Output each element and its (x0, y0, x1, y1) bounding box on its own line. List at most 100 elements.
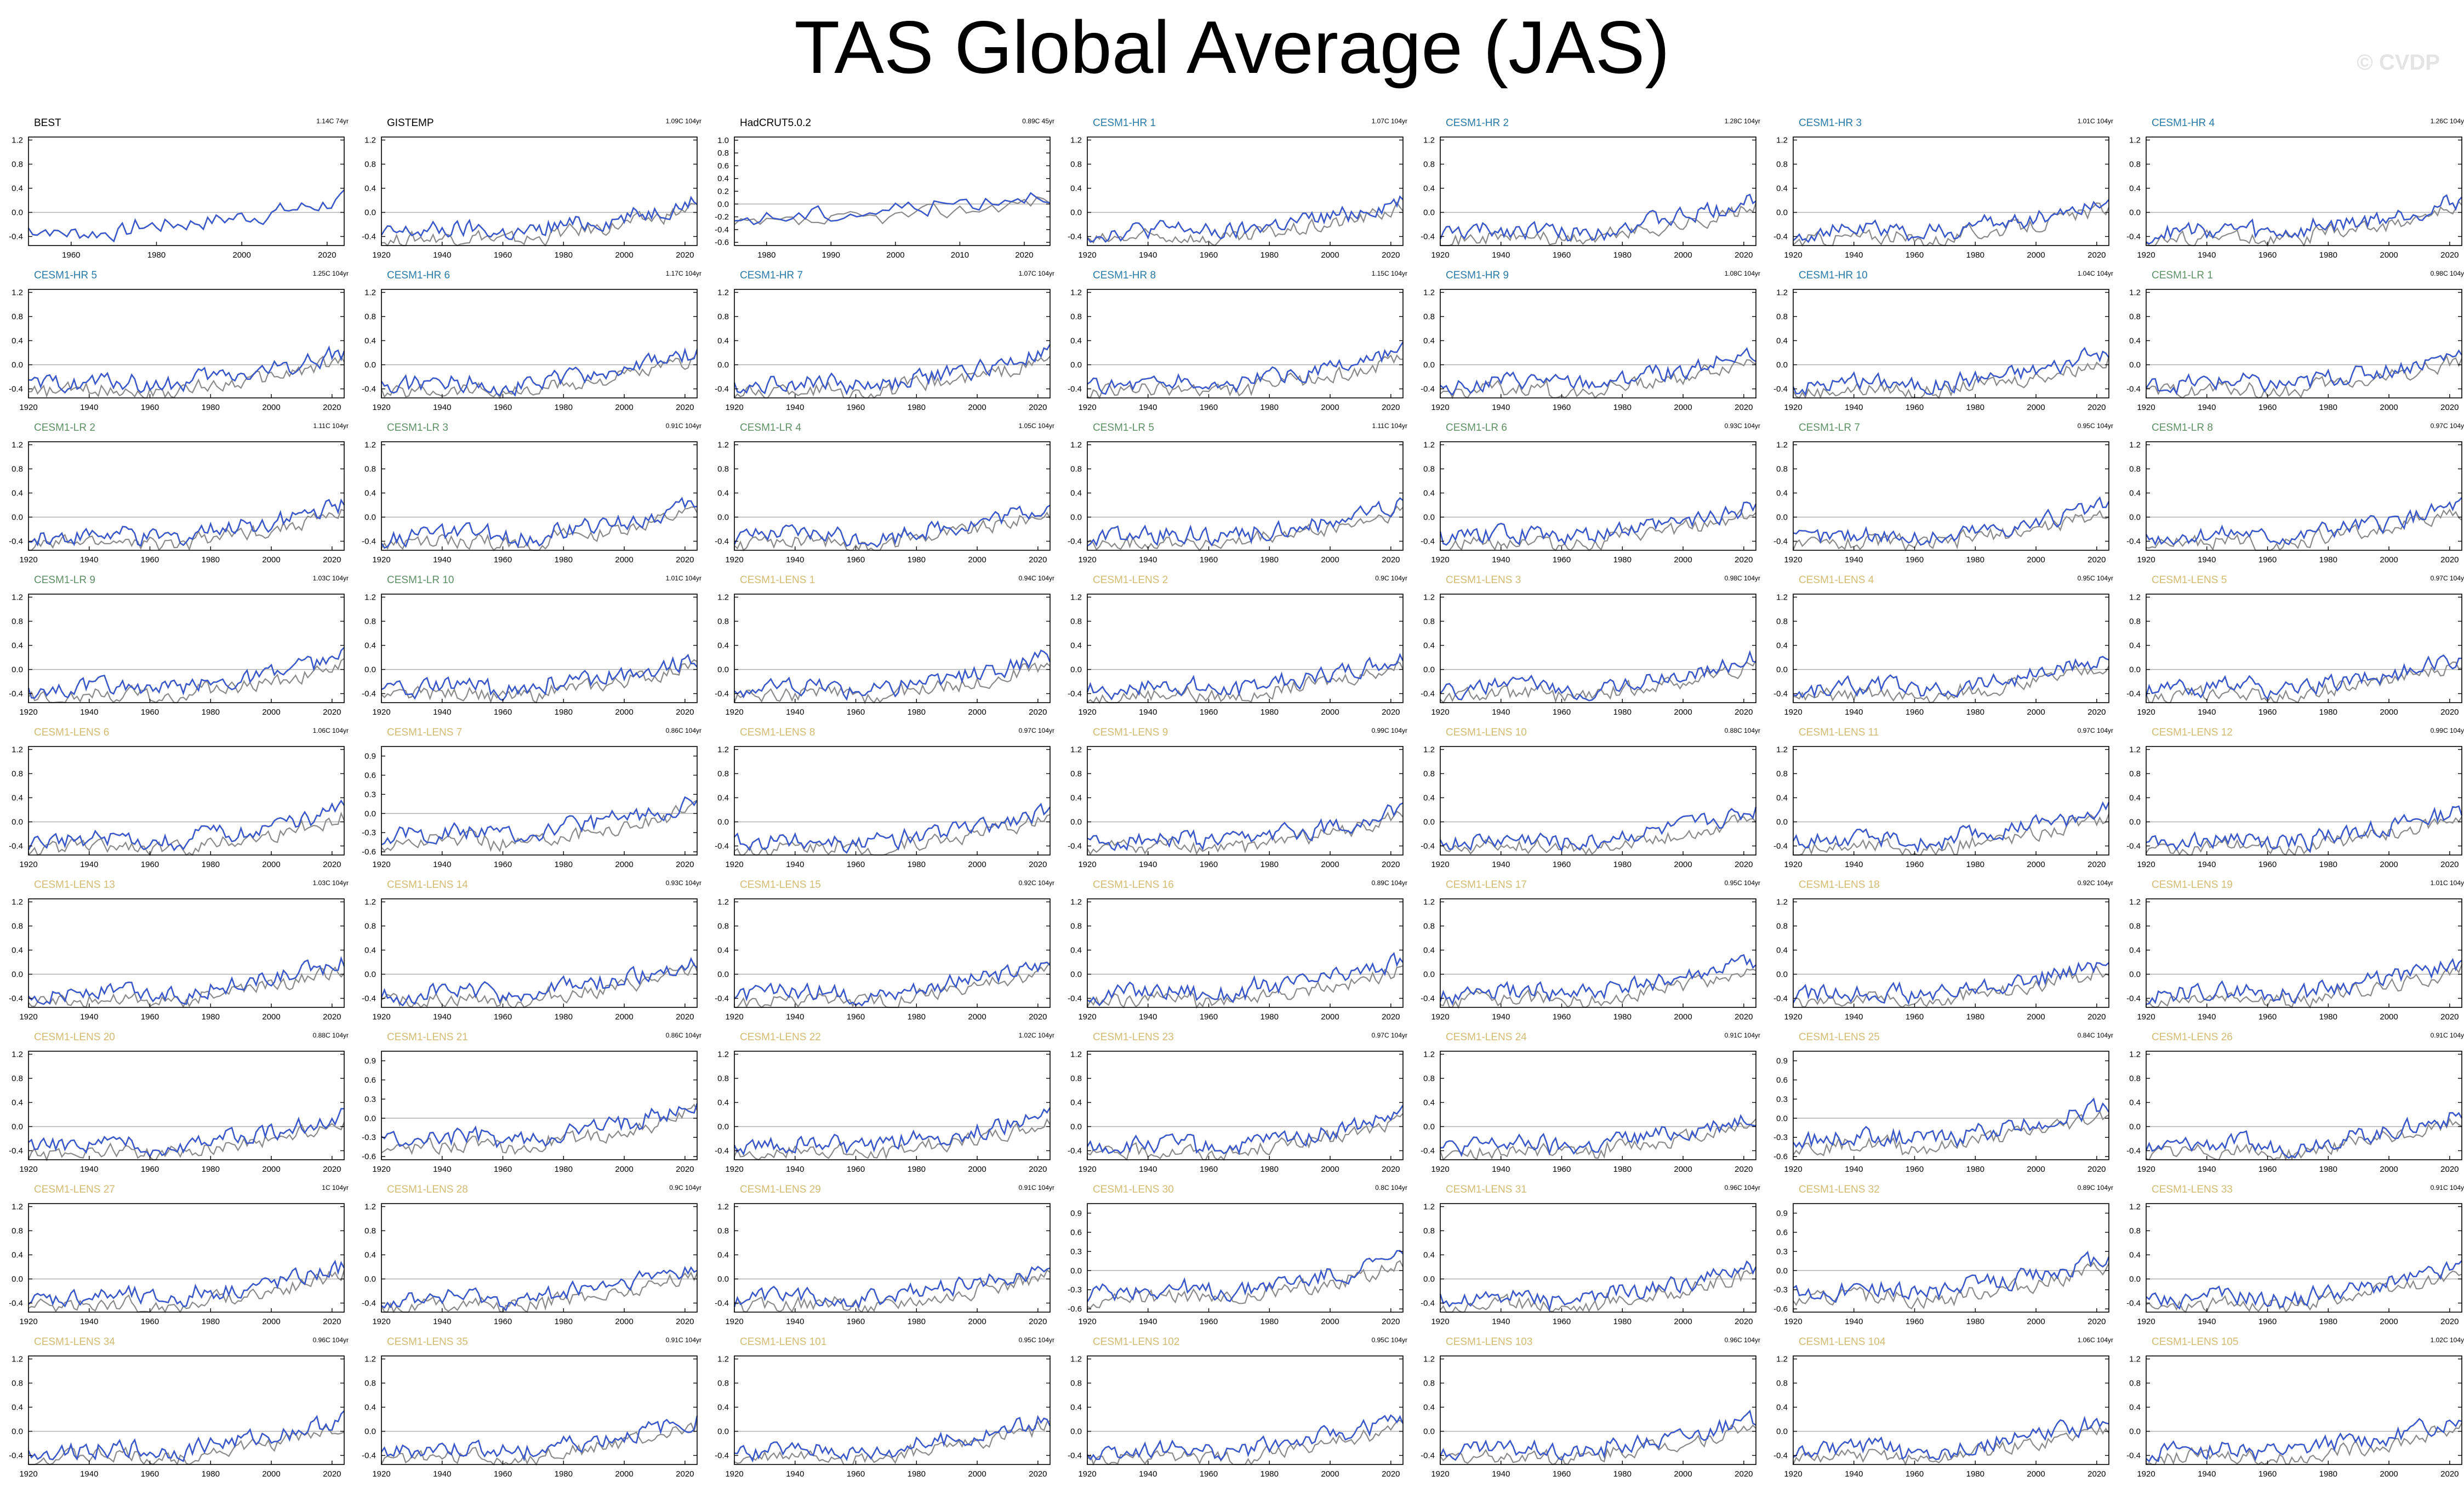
plot-frame (28, 1051, 345, 1160)
panel-title: CESM1-LENS 29 (740, 1184, 821, 1195)
member-series-line (1439, 807, 1757, 853)
y-tick-label: -0.4 (2126, 842, 2141, 851)
x-tick-label: 2020 (2087, 555, 2106, 565)
x-tick-label: 2020 (1382, 1469, 1400, 1479)
panel-cesm1-lens-27: CESM1-LENS 27 1C 104yr -0.4 0.0 0.4 0.8 1.2 192… (0, 1184, 353, 1337)
panel-trend-label: 1.03C 104yr (312, 879, 349, 887)
x-tick-label: 1940 (1492, 403, 1510, 412)
panel-plot: -0.4 0.0 0.4 0.8 1.2 1920 1940 1960 1980 2000 2020 (1773, 745, 2110, 869)
x-tick-label: 1980 (202, 1165, 220, 1174)
x-tick-label: 1980 (147, 250, 166, 260)
y-tick-label: 1.2 (1776, 898, 1788, 907)
y-tick-label: 0.4 (364, 489, 376, 498)
panel-title: CESM1-LENS 16 (1093, 879, 1174, 891)
x-tick-label: 1940 (1139, 403, 1157, 412)
plot-frame (28, 1355, 345, 1465)
y-tick-label: -0.4 (9, 994, 23, 1004)
y-tick-label: 0.4 (12, 794, 23, 803)
y-tick-label: 0.8 (12, 1227, 23, 1236)
y-tick-label: 0.8 (717, 465, 729, 474)
y-tick-label: 0.8 (1070, 1379, 1082, 1388)
x-tick-label: 1940 (433, 555, 451, 565)
x-tick-label: 2000 (968, 403, 986, 412)
x-tick-label: 1960 (1553, 250, 1571, 260)
observed-series-line (1440, 359, 1756, 400)
member-series-line (2146, 1417, 2462, 1463)
observed-series-line (28, 658, 345, 704)
x-tick-label: 2020 (2440, 1317, 2459, 1326)
plot-frame (2146, 594, 2462, 703)
y-tick-label: 0.4 (1423, 337, 1435, 346)
y-tick-label: 0.8 (717, 312, 729, 322)
panel-trend-label: 0.88C 104yr (1724, 727, 1760, 734)
panel-plot: -0.4 0.0 0.4 0.8 1.2 1920 1940 1960 1980 2000 2020 (715, 898, 1051, 1022)
panel-trend-label: 1.01C 104yr (2077, 117, 2113, 125)
y-tick-label: -0.3 (1773, 1133, 1788, 1142)
panel-plot: -0.6 -0.3 0.0 0.3 0.6 0.9 1920 1940 1960 1980 2000… (1773, 1203, 2110, 1326)
x-tick-label: 1920 (1431, 1165, 1449, 1174)
member-series-line (1087, 802, 1404, 851)
x-tick-label: 2000 (262, 1165, 280, 1174)
y-tick-label: 1.2 (12, 1202, 23, 1212)
plot-frame (28, 898, 345, 1008)
panel-plot: -0.4 0.0 0.4 0.8 1.2 1920 1940 1960 1980 2000 2020 (1421, 745, 1757, 869)
observed-series-line (1793, 1110, 2109, 1156)
panel-trend-label: 0.96C 104yr (312, 1336, 349, 1344)
member-series-line (1087, 497, 1404, 547)
panel-plot: -0.4 0.0 0.4 0.8 1.2 1920 1940 1960 1980 2000 2020 (1773, 898, 2109, 1022)
y-tick-label: -0.4 (1068, 689, 1082, 699)
y-tick-label: 0.3 (364, 790, 376, 799)
x-tick-label: 1980 (555, 708, 573, 717)
panel-cesm1-hr-8: CESM1-HR 8 1.15C 104yr -0.4 0.0 0.4 0.8 1.2 192… (1059, 270, 1412, 423)
x-tick-label: 1960 (62, 250, 80, 260)
x-tick-label: 2000 (2027, 860, 2045, 869)
plot-frame (1087, 1203, 1404, 1313)
x-tick-label: 1980 (1613, 403, 1632, 412)
x-tick-label: 1980 (1260, 1469, 1279, 1479)
plot-frame (2146, 898, 2462, 1008)
y-tick-label: 0.4 (2129, 1403, 2141, 1412)
y-tick-label: 0.4 (1776, 337, 1788, 346)
x-tick-label: 1940 (2198, 1165, 2216, 1174)
panel-cesm1-lens-34: CESM1-LENS 34 0.96C 104yr -0.4 0.0 0.4 0.8 1.2… (0, 1336, 353, 1490)
x-tick-label: 1940 (433, 860, 451, 869)
x-tick-label: 1960 (847, 1165, 865, 1174)
member-series-line (734, 649, 1051, 701)
y-tick-label: 0.4 (12, 489, 23, 498)
x-tick-label: 1940 (1139, 1317, 1157, 1326)
x-tick-label: 1940 (1139, 555, 1157, 565)
observed-series-line (1087, 354, 1404, 400)
member-series-line (2146, 1260, 2462, 1310)
panel-title: CESM1-LR 10 (387, 574, 454, 586)
observed-series-line (1440, 660, 1756, 704)
panel-trend-label: 1.25C 104yr (312, 270, 349, 277)
x-tick-label: 1940 (80, 1012, 98, 1022)
y-tick-label: 1.2 (1423, 593, 1435, 602)
y-tick-label: 0.4 (2129, 1251, 2141, 1260)
y-tick-label: 0.8 (2129, 1379, 2141, 1388)
x-tick-label: 1980 (1260, 403, 1279, 412)
x-tick-label: 2000 (262, 1012, 280, 1022)
y-tick-label: 0.6 (1776, 1228, 1788, 1237)
y-tick-label: 0.8 (1423, 770, 1435, 779)
y-tick-label: -0.6 (362, 847, 376, 857)
y-tick-label: 0.0 (12, 665, 23, 675)
panel-trend-label: 0.84C 104yr (2077, 1031, 2113, 1039)
x-tick-label: 1980 (202, 1317, 220, 1326)
y-tick-label: 0.0 (1776, 513, 1788, 522)
panel-title: CESM1-LENS 104 (1799, 1336, 1886, 1348)
panel-trend-label: 0.86C 104yr (665, 1031, 701, 1039)
member-series-line (381, 1266, 698, 1312)
y-tick-label: 0.4 (364, 337, 376, 346)
plot-frame (1440, 1355, 1756, 1465)
x-tick-label: 1920 (2137, 1012, 2155, 1022)
observed-series-line (1793, 1261, 2109, 1310)
y-tick-label: -0.4 (9, 1299, 23, 1308)
panel-trend-label: 1.14C 74yr (316, 117, 349, 125)
y-tick-label: 0.0 (717, 665, 729, 675)
panel-trend-label: 0.8C 104yr (1375, 1184, 1407, 1192)
panel-title: CESM1-LR 4 (740, 422, 801, 434)
observed-series-line (1440, 508, 1756, 551)
x-tick-label: 1920 (19, 1469, 37, 1479)
panel-plot: -0.4 0.0 0.4 0.8 1.2 1920 1940 1960 1980 2000 2020 (715, 1202, 1051, 1326)
